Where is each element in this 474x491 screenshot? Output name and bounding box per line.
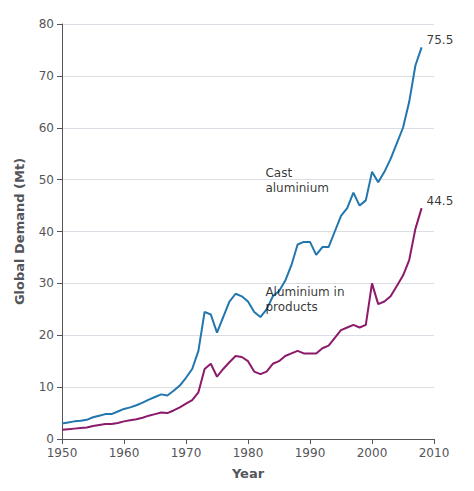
svg-text:80: 80 (39, 17, 54, 31)
svg-text:1980: 1980 (233, 446, 264, 460)
svg-text:70: 70 (39, 69, 54, 83)
svg-text:Cast: Cast (265, 166, 292, 180)
svg-text:1970: 1970 (171, 446, 202, 460)
svg-text:0: 0 (46, 432, 54, 446)
svg-text:Year: Year (231, 466, 265, 481)
svg-text:1960: 1960 (109, 446, 140, 460)
svg-text:aluminium: aluminium (265, 181, 329, 195)
svg-text:Global Demand (Mt): Global Demand (Mt) (12, 158, 27, 305)
svg-text:1990: 1990 (295, 446, 326, 460)
svg-text:75.5: 75.5 (427, 33, 454, 47)
svg-text:2000: 2000 (357, 446, 388, 460)
svg-text:30: 30 (39, 276, 54, 290)
svg-text:40: 40 (39, 225, 54, 239)
svg-text:products: products (265, 300, 317, 314)
svg-text:2010: 2010 (419, 446, 450, 460)
svg-text:10: 10 (39, 380, 54, 394)
svg-text:Aluminium in: Aluminium in (265, 285, 344, 299)
svg-text:20: 20 (39, 328, 54, 342)
svg-text:60: 60 (39, 121, 54, 135)
svg-text:50: 50 (39, 173, 54, 187)
svg-text:44.5: 44.5 (427, 194, 454, 208)
svg-text:1950: 1950 (47, 446, 78, 460)
